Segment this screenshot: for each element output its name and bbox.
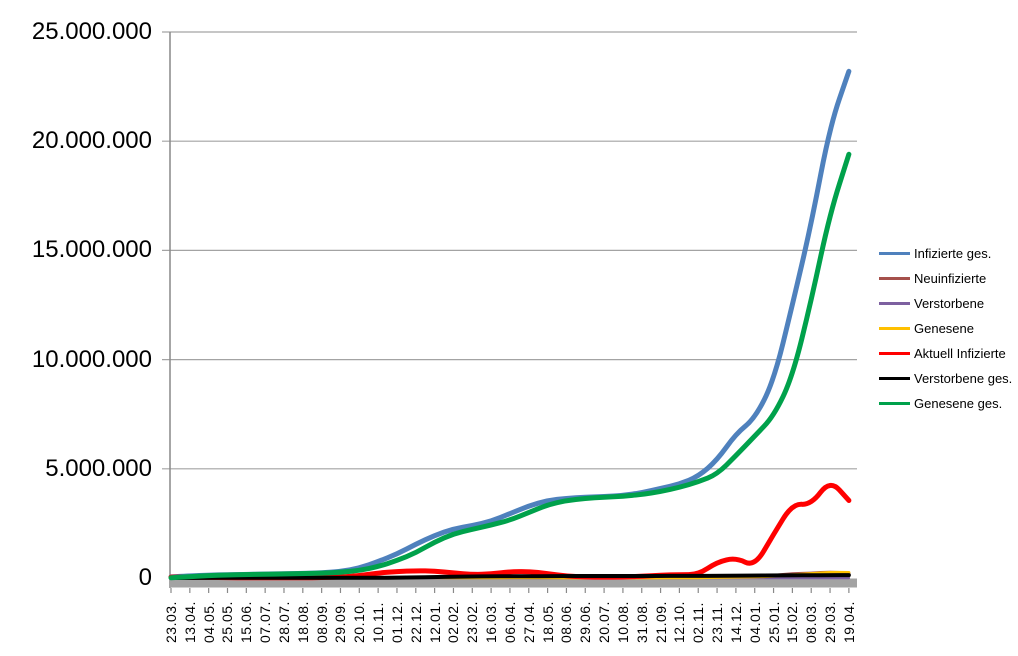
x-tick-label: 04.01.: [746, 601, 763, 643]
x-tick-label: 15.02.: [784, 601, 801, 643]
y-tick-label: 20.000.000: [31, 127, 152, 155]
x-tick-label: 19.04.: [840, 601, 857, 643]
x-tick-label: 14.12.: [727, 601, 744, 643]
x-tick-label: 02.02.: [445, 601, 462, 643]
legend-label: Aktuell Infizierte: [914, 346, 1006, 361]
x-tick-label: 02.11.: [690, 602, 707, 643]
x-tick-label: 20.10.: [351, 601, 368, 643]
x-tick-label: 18.08.: [294, 601, 311, 643]
legend-line-swatch: [879, 252, 910, 255]
x-tick-label: 25.01.: [765, 601, 782, 643]
legend: Infizierte ges. Neuinfizierte Verstorbene G…: [879, 241, 1018, 416]
x-tick-label: 07.07.: [257, 601, 274, 643]
x-tick-label: 23.02.: [464, 601, 481, 643]
x-tick-label: 12.10.: [671, 601, 688, 643]
y-tick-label: 10.000.000: [31, 345, 152, 373]
x-tick-label: 18.05.: [539, 601, 556, 643]
legend-label: Infizierte ges.: [914, 246, 992, 261]
x-tick-label: 10.11.: [370, 602, 387, 643]
x-tick-label: 25.05.: [219, 601, 236, 643]
x-tick-label: 29.03.: [822, 601, 839, 643]
x-tick-label: 29.06.: [577, 601, 594, 643]
y-tick-label: 25.000.000: [31, 18, 152, 45]
x-tick-label: 29.09.: [332, 601, 349, 643]
x-tick-label: 01.12.: [388, 601, 405, 643]
x-tick-label: 21.09.: [652, 601, 669, 643]
legend-label: Verstorbene: [914, 296, 985, 311]
legend-item-aktuell-infizierte[interactable]: Aktuell Infizierte: [879, 341, 1018, 366]
legend-line-swatch: [879, 302, 910, 305]
x-tick-label: 10.08.: [614, 601, 631, 643]
legend-label: Verstorbene ges.: [914, 371, 1013, 386]
x-tick-label: 22.12.: [407, 601, 424, 643]
x-tick-label: 04.05.: [200, 601, 217, 643]
x-tick-label: 20.07.: [596, 601, 613, 643]
legend-label: Genesene: [914, 321, 974, 336]
legend-item-verstorbene[interactable]: Verstorbene: [879, 291, 1018, 316]
x-tick-label: 12.01.: [426, 601, 443, 643]
x-tick-label: 27.04.: [520, 601, 537, 643]
x-tick-label: 28.07.: [275, 601, 292, 643]
legend-item-genesene[interactable]: Genesene: [879, 316, 1018, 341]
legend-item-neuinfizierte[interactable]: Neuinfizierte: [879, 266, 1018, 291]
y-tick-label: 0: [138, 564, 152, 591]
x-tick-label: 15.06.: [238, 601, 255, 643]
legend-line-swatch: [879, 327, 910, 330]
series-line-verstorbene-ges: [169, 573, 851, 580]
x-tick-label: 06.04.: [501, 601, 518, 643]
x-tick-label: 31.08.: [633, 601, 650, 643]
legend-label: Neuinfizierte: [914, 271, 987, 286]
legend-label: Genesene ges.: [914, 396, 1003, 411]
legend-item-infizierte-ges[interactable]: Infizierte ges.: [879, 241, 1018, 266]
y-tick-label: 15.000.000: [31, 236, 152, 264]
series-line-infizierte-ges: [168, 68, 852, 580]
x-tick-label: 23.11.: [709, 602, 726, 643]
y-tick-label: 5.000.000: [45, 454, 152, 482]
x-axis-bar: [170, 578, 857, 588]
x-tick-label: 08.09.: [313, 601, 330, 643]
legend-item-genesene-ges[interactable]: Genesene ges.: [879, 391, 1018, 416]
x-tick-label: 13.04.: [181, 601, 198, 643]
series-line-aktuell-infizierte: [168, 482, 852, 581]
legend-line-swatch: [879, 352, 910, 355]
x-tick-label: 08.06.: [558, 601, 575, 643]
legend-item-verstorbene-ges[interactable]: Verstorbene ges.: [879, 366, 1018, 391]
legend-line-swatch: [879, 277, 910, 280]
legend-line-swatch: [879, 402, 910, 405]
x-tick-label: 23.03.: [163, 601, 179, 643]
legend-line-swatch: [879, 377, 910, 380]
x-tick-label: 08.03.: [803, 601, 820, 643]
x-tick-label: 16.03.: [483, 601, 500, 643]
series-line-genesene-ges: [168, 151, 852, 581]
